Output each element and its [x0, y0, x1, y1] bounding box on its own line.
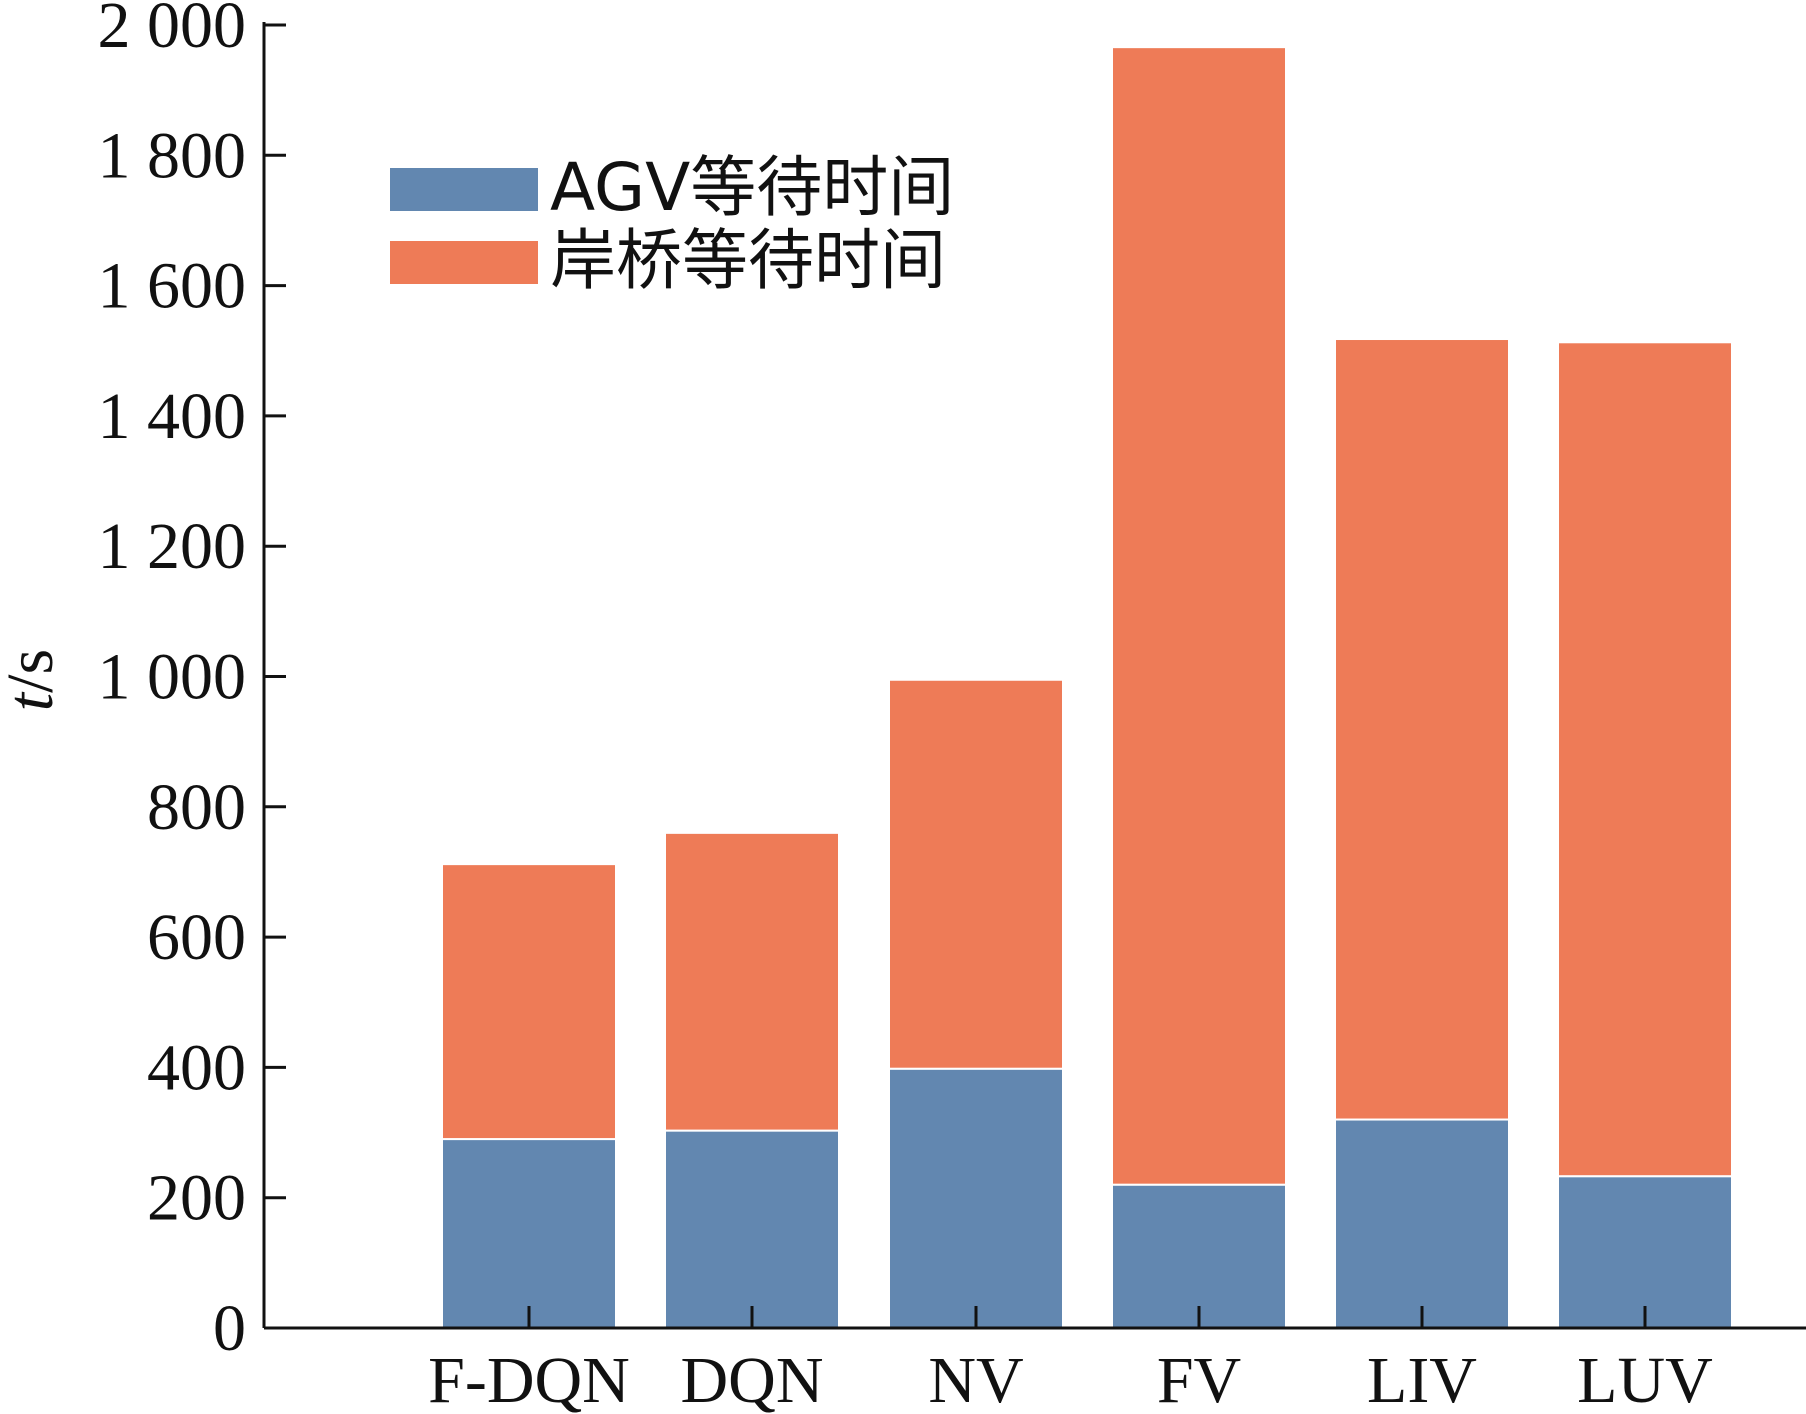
y-ticks-group: 0 200 400 600 800 1 000 1 200 1 400 1 600 1 800 2 … [98, 0, 286, 1365]
x-tick-label: FV [1157, 1344, 1241, 1414]
bars-group [441, 46, 1733, 1330]
x-tick-label: NV [928, 1344, 1023, 1414]
x-tick-label: LUV [1577, 1344, 1713, 1414]
y-tick-label: 1 200 [98, 510, 247, 583]
y-tick-label: 200 [147, 1162, 246, 1235]
y-tick-label: 1 000 [98, 641, 247, 714]
bar-fv-series-2 [1111, 46, 1287, 1186]
legend-swatch-series-2 [390, 241, 538, 284]
bar-nv-series-2 [888, 678, 1064, 1070]
bar-dqn-series-1 [664, 1129, 840, 1329]
bar-dqn-series-2 [664, 831, 840, 1132]
legend-label-series-2: 岸桥等待时间 [550, 222, 946, 299]
legend-label-series-1: AGV等待时间 [550, 149, 954, 226]
bar-luv-series-1 [1557, 1175, 1733, 1329]
x-ticks-group: F-DQN DQN NV FV LIV LUV [428, 1306, 1713, 1414]
y-tick-label: 1 400 [98, 380, 247, 453]
bar-nv-series-1 [888, 1067, 1064, 1329]
x-tick-label: F-DQN [428, 1344, 630, 1414]
y-tick-label: 1 600 [98, 250, 247, 323]
bar-f-dqn-series-1 [441, 1138, 617, 1329]
y-tick-label: 600 [147, 901, 246, 974]
y-tick-label: 2 000 [98, 0, 247, 62]
x-tick-label: LIV [1367, 1344, 1477, 1414]
legend-swatch-series-1 [390, 168, 538, 211]
y-axis-label: t/s [0, 649, 67, 711]
bar-liv-series-1 [1334, 1118, 1510, 1330]
y-tick-label: 800 [147, 771, 246, 844]
x-tick-label: DQN [681, 1344, 824, 1414]
y-tick-label: 400 [147, 1031, 246, 1104]
bar-luv-series-2 [1557, 341, 1733, 1178]
y-tick-label: 0 [213, 1292, 246, 1365]
bar-liv-series-2 [1334, 338, 1510, 1121]
y-tick-label: 1 800 [98, 119, 247, 192]
bar-f-dqn-series-2 [441, 863, 617, 1141]
